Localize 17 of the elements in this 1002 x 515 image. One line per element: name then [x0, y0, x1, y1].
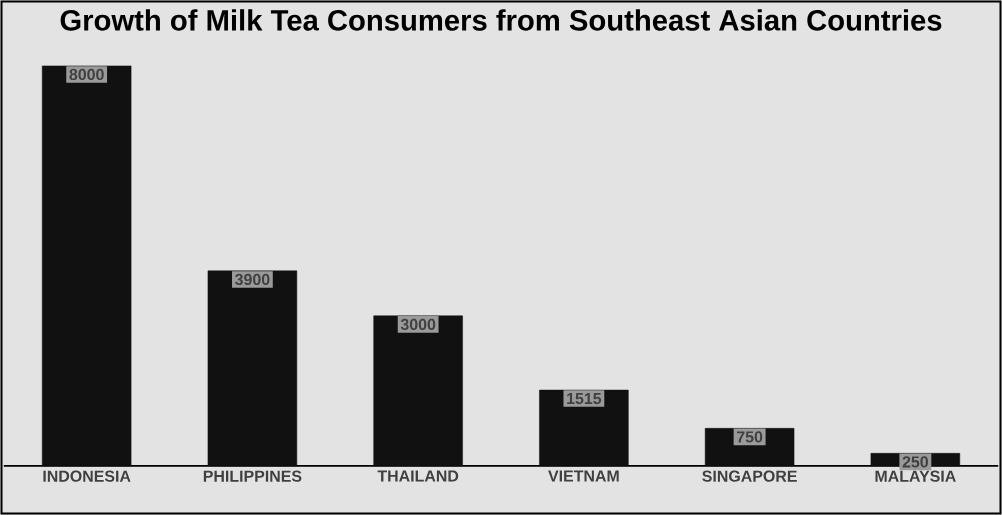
data-label: 8000 — [69, 68, 104, 81]
data-label: 750 — [737, 431, 763, 443]
chart-title: Growth of Milk Tea Consumers from Southeast Asian Countries — [60, 9, 942, 31]
x-tick-label: INDONESIA — [43, 470, 131, 482]
data-label: 3000 — [400, 318, 436, 331]
data-label: 1515 — [567, 393, 602, 405]
x-tick-label: THAILAND — [377, 470, 459, 482]
x-tick-label: SINGAPORE — [702, 470, 797, 482]
bar — [373, 315, 463, 467]
x-tick-label: PHILIPPINES — [203, 470, 302, 482]
data-label: 3900 — [235, 273, 270, 286]
x-tick-label: VIETNAM — [548, 470, 619, 482]
bar — [41, 65, 132, 467]
x-tick-label: MALAYSIA — [875, 470, 956, 482]
bar — [207, 270, 298, 467]
data-label: 250 — [902, 456, 928, 468]
bar — [539, 389, 629, 467]
